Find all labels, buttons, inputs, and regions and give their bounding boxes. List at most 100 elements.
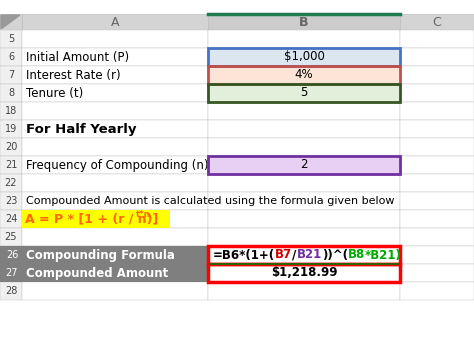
- Text: 20: 20: [5, 142, 17, 152]
- Text: ))^(: ))^(: [322, 249, 348, 262]
- Bar: [208, 156, 400, 174]
- Text: B: B: [299, 15, 309, 29]
- Text: Compounded Amount is calculated using the formula given below: Compounded Amount is calculated using th…: [26, 196, 394, 206]
- Bar: [208, 84, 400, 102]
- Bar: [22, 174, 208, 192]
- Bar: [0, 138, 22, 156]
- Text: 27: 27: [5, 268, 17, 278]
- Bar: [22, 138, 208, 156]
- Text: 6: 6: [8, 52, 14, 62]
- Text: 5: 5: [301, 87, 308, 100]
- Bar: [208, 48, 400, 66]
- Text: C: C: [433, 15, 441, 29]
- Bar: [0, 48, 22, 66]
- Bar: [0, 228, 22, 246]
- Bar: [208, 84, 400, 102]
- Bar: [22, 14, 208, 30]
- Bar: [0, 120, 22, 138]
- Bar: [208, 48, 400, 66]
- Bar: [22, 192, 208, 210]
- Bar: [0, 156, 22, 174]
- Bar: [208, 264, 400, 282]
- Text: 2: 2: [300, 158, 308, 171]
- Bar: [400, 174, 474, 192]
- Bar: [0, 246, 22, 264]
- Text: 26: 26: [6, 250, 18, 260]
- Bar: [400, 246, 474, 264]
- Text: Tenure (t): Tenure (t): [26, 87, 83, 100]
- Bar: [400, 210, 474, 228]
- Bar: [208, 264, 400, 282]
- Bar: [400, 48, 474, 66]
- Bar: [400, 102, 474, 120]
- Text: B7: B7: [275, 249, 292, 262]
- Text: 22: 22: [5, 178, 17, 188]
- Bar: [208, 120, 400, 138]
- Bar: [0, 84, 22, 102]
- Text: 26: 26: [5, 250, 17, 260]
- Text: Compounding Formula: Compounding Formula: [26, 249, 175, 262]
- Text: 24: 24: [5, 214, 17, 224]
- Text: 28: 28: [5, 286, 17, 296]
- Bar: [400, 84, 474, 102]
- Text: 23: 23: [5, 196, 17, 206]
- Bar: [208, 66, 400, 84]
- Bar: [0, 210, 22, 228]
- Bar: [22, 228, 208, 246]
- Text: 8: 8: [8, 88, 14, 98]
- Text: 7: 7: [8, 70, 14, 80]
- Text: A = P * [1 + (r / n)]: A = P * [1 + (r / n)]: [25, 213, 158, 226]
- Text: t*n: t*n: [136, 210, 151, 219]
- Text: 18: 18: [5, 106, 17, 116]
- Bar: [208, 282, 400, 300]
- Text: $1,000: $1,000: [283, 50, 324, 63]
- Text: 21: 21: [5, 160, 17, 170]
- Bar: [208, 66, 400, 84]
- Bar: [0, 30, 22, 48]
- Text: Initial Amount (P): Initial Amount (P): [26, 50, 129, 63]
- Text: Frequency of Compounding (n): Frequency of Compounding (n): [26, 158, 209, 171]
- Bar: [0, 246, 22, 264]
- Bar: [0, 192, 22, 210]
- Bar: [208, 156, 400, 174]
- Text: 19: 19: [5, 124, 17, 134]
- Bar: [22, 66, 208, 84]
- Text: B8: B8: [348, 249, 365, 262]
- Text: Compounded Amount: Compounded Amount: [26, 266, 168, 279]
- Text: 27: 27: [6, 268, 18, 278]
- Bar: [22, 84, 208, 102]
- Bar: [208, 48, 400, 66]
- Bar: [400, 138, 474, 156]
- Bar: [400, 14, 474, 30]
- Bar: [22, 210, 208, 228]
- Bar: [400, 282, 474, 300]
- Bar: [400, 30, 474, 48]
- Bar: [0, 14, 22, 30]
- Bar: [22, 156, 208, 174]
- Bar: [208, 264, 400, 282]
- Bar: [22, 264, 208, 282]
- Bar: [400, 228, 474, 246]
- Bar: [400, 264, 474, 282]
- Text: 5: 5: [8, 34, 14, 44]
- Text: For Half Yearly: For Half Yearly: [26, 122, 137, 136]
- Bar: [208, 30, 400, 48]
- Text: $1,218.99: $1,218.99: [271, 266, 337, 279]
- Bar: [208, 192, 400, 210]
- Bar: [0, 282, 22, 300]
- Bar: [22, 30, 208, 48]
- Bar: [208, 246, 400, 264]
- Bar: [0, 264, 22, 282]
- Text: 25: 25: [5, 232, 17, 242]
- Bar: [208, 156, 400, 174]
- Bar: [208, 84, 400, 102]
- Bar: [208, 210, 400, 228]
- Bar: [400, 156, 474, 174]
- Bar: [208, 138, 400, 156]
- Bar: [22, 246, 208, 264]
- Polygon shape: [1, 15, 20, 29]
- Bar: [208, 246, 400, 264]
- Bar: [0, 66, 22, 84]
- Bar: [208, 174, 400, 192]
- Bar: [22, 210, 170, 228]
